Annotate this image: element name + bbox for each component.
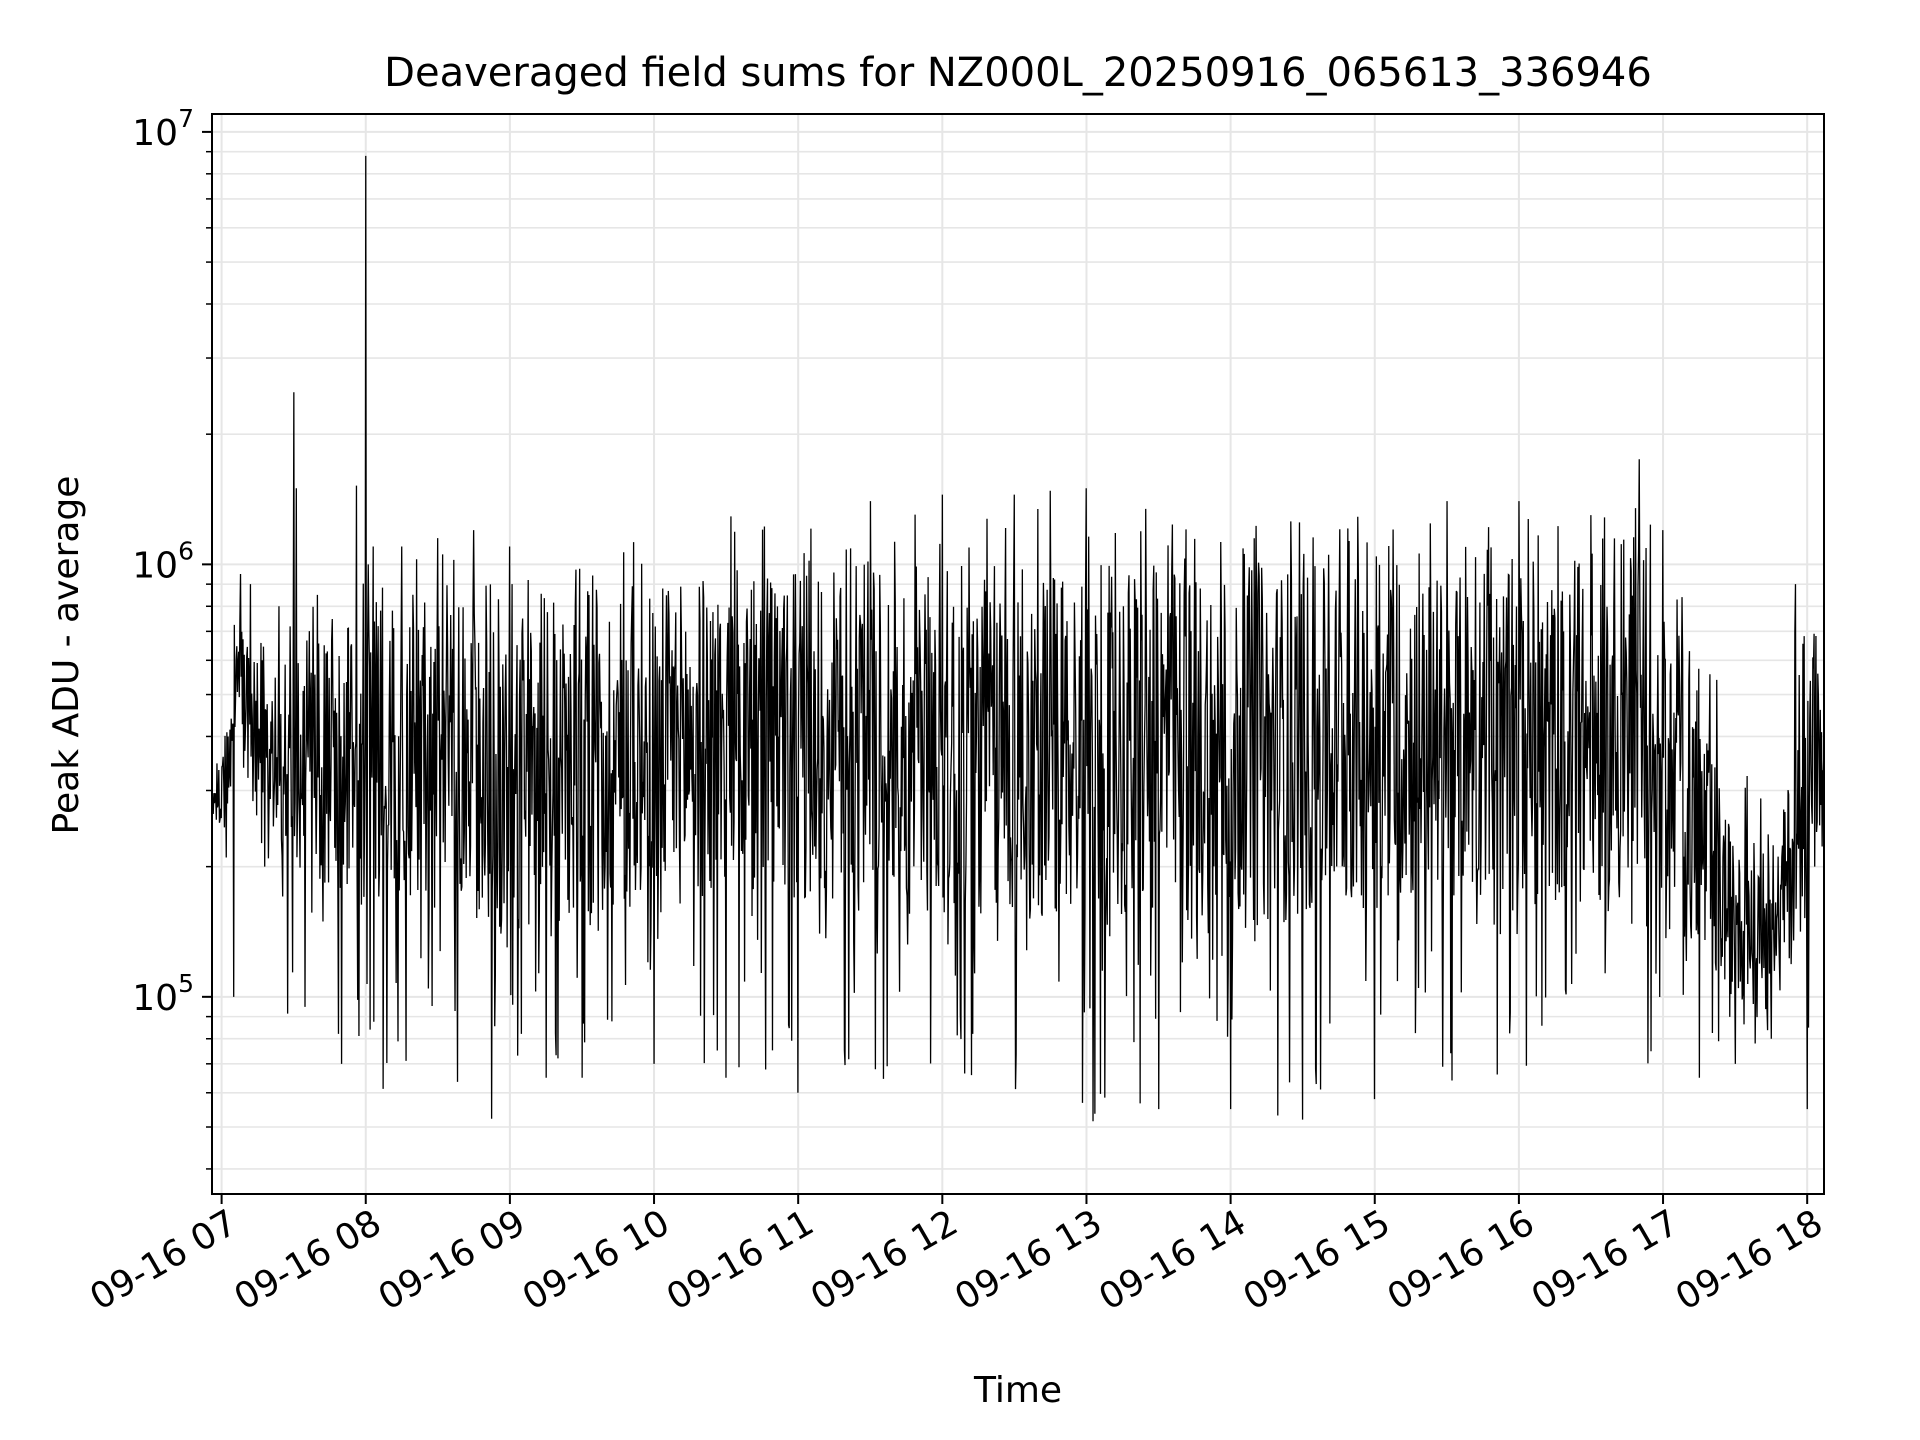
y-tick-label-base: 10 (132, 113, 178, 154)
series-trace (211, 155, 1825, 1122)
series-line (211, 155, 1825, 1122)
y-tick-label: 105 (132, 969, 194, 1019)
y-tick-label-exponent: 5 (178, 969, 194, 998)
y-tick-label-exponent: 7 (178, 104, 194, 133)
plot-frame (211, 113, 1825, 1195)
y-tick-label: 107 (132, 104, 194, 154)
y-tick-label: 106 (132, 536, 194, 586)
y-tick-label-base: 10 (132, 978, 178, 1019)
chart-title: Deaveraged field sums for NZ000L_2025091… (384, 50, 1652, 96)
y-tick-label-exponent: 6 (178, 536, 194, 565)
y-axis-label: Peak ADU - average (46, 476, 87, 835)
x-axis-label: Time (973, 1370, 1062, 1411)
y-tick-label-base: 10 (132, 545, 178, 586)
